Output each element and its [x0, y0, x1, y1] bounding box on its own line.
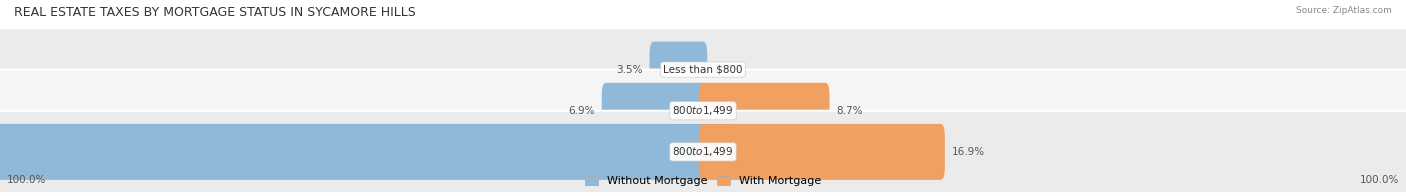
Text: $800 to $1,499: $800 to $1,499	[672, 104, 734, 117]
Text: $800 to $1,499: $800 to $1,499	[672, 145, 734, 158]
Text: 3.5%: 3.5%	[616, 64, 643, 75]
FancyBboxPatch shape	[0, 111, 1406, 193]
FancyBboxPatch shape	[699, 83, 830, 139]
Text: 100.0%: 100.0%	[7, 175, 46, 185]
Text: 0.0%: 0.0%	[714, 64, 741, 75]
FancyBboxPatch shape	[0, 124, 707, 180]
FancyBboxPatch shape	[0, 28, 1406, 111]
FancyBboxPatch shape	[699, 124, 945, 180]
Legend: Without Mortgage, With Mortgage: Without Mortgage, With Mortgage	[581, 171, 825, 191]
Text: 8.7%: 8.7%	[837, 106, 863, 116]
Text: 6.9%: 6.9%	[568, 106, 595, 116]
Text: REAL ESTATE TAXES BY MORTGAGE STATUS IN SYCAMORE HILLS: REAL ESTATE TAXES BY MORTGAGE STATUS IN …	[14, 6, 416, 19]
FancyBboxPatch shape	[602, 83, 707, 139]
Text: 100.0%: 100.0%	[1360, 175, 1399, 185]
Text: Less than $800: Less than $800	[664, 64, 742, 75]
Text: 16.9%: 16.9%	[952, 147, 986, 157]
FancyBboxPatch shape	[650, 42, 707, 98]
Text: Source: ZipAtlas.com: Source: ZipAtlas.com	[1296, 6, 1392, 15]
FancyBboxPatch shape	[0, 70, 1406, 152]
